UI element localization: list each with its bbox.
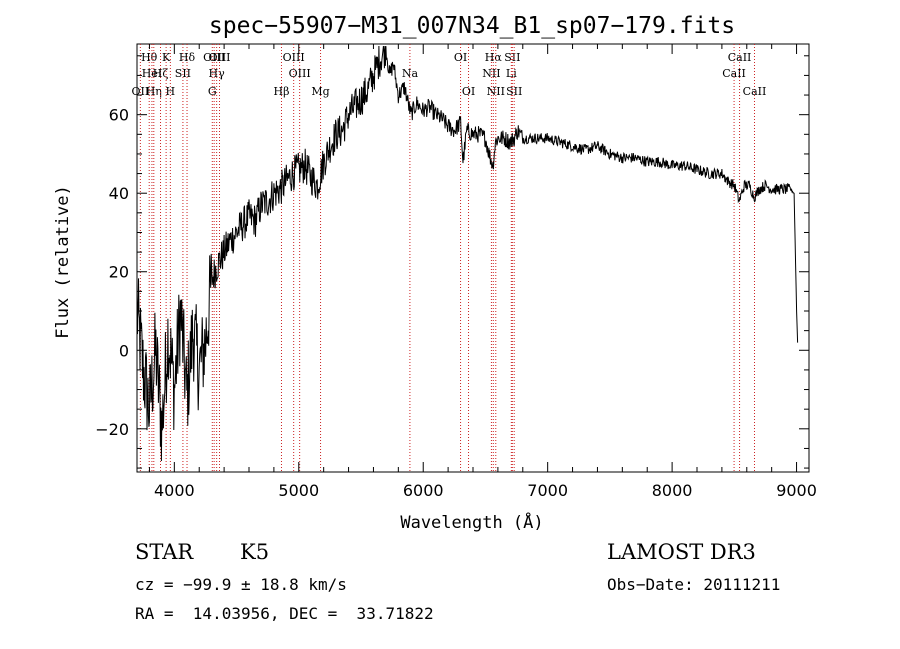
y-tick-label: −20	[95, 420, 129, 439]
redshift-velocity: cz = −99.9 ± 18.8 km/s	[135, 575, 347, 594]
spectral-line-label: CaII	[743, 85, 767, 98]
spectral-line-label: Hγ	[209, 67, 226, 80]
y-tick-label: 40	[109, 184, 129, 203]
x-tick-label: 6000	[403, 481, 444, 500]
spectral-line-label: SII	[506, 85, 522, 98]
spectral-line-label: NII	[482, 67, 500, 80]
x-tick-label: 4000	[154, 481, 195, 500]
spectral-line-label: SII	[175, 67, 191, 80]
spectral-line-label: Hη	[146, 85, 162, 98]
spectral-line-label: Hβ	[274, 85, 290, 98]
spectral-line-label: Hζ	[153, 67, 169, 80]
spectrum-line	[136, 45, 799, 462]
spectral-line-label: OIII	[203, 51, 225, 64]
spectral-line-label: Hδ	[179, 51, 196, 64]
x-tick-label: 7000	[527, 481, 568, 500]
spectral-line-label: CaII	[728, 51, 752, 64]
spectral-line-label: OIII	[289, 67, 311, 80]
spectral-line-label: OII	[132, 85, 150, 98]
spectral-line-label: Hθ	[141, 51, 158, 64]
spectral-line-label: Li	[506, 67, 517, 80]
spectral-line-label: SII	[504, 51, 520, 64]
spectral-line-label: OI	[454, 51, 467, 64]
y-tick-label: 20	[109, 263, 129, 282]
y-tick-label: 60	[109, 106, 129, 125]
object-class: STAR	[135, 540, 194, 564]
observation-date: Obs−Date: 20111211	[607, 575, 781, 594]
spectral-line-label: OIII	[208, 51, 230, 64]
chart-title: spec−55907−M31_007N34_B1_sp07−179.fits	[209, 13, 735, 39]
y-tick-label: 0	[119, 341, 129, 360]
plot-frame	[136, 43, 810, 473]
spectral-line-label: OI	[462, 85, 475, 98]
spectral-line-label: G	[208, 85, 217, 98]
survey-name: LAMOST DR3	[607, 540, 756, 564]
spectral-line-label: OIII	[283, 51, 305, 64]
spectral-line-label: Na	[402, 67, 419, 80]
spectral-line-label: CaII	[722, 67, 746, 80]
spectral-line-label: K	[162, 51, 171, 64]
x-tick-label: 5000	[278, 481, 319, 500]
spectral-line-label: NII	[487, 85, 505, 98]
coordinates: RA = 14.03956, DEC = 33.71822	[135, 604, 434, 623]
spectral-line-label: HeI	[142, 67, 162, 80]
y-axis: −20 0 20 40 60	[95, 55, 809, 469]
x-axis: 4000 5000 6000 7000 8000 9000	[148, 44, 817, 500]
spectral-line-label: Mg	[311, 85, 329, 98]
spectral-line-label: Hα	[485, 51, 503, 64]
x-axis-label: Wavelength (Å)	[400, 511, 543, 533]
spectral-line-label: H	[166, 85, 176, 98]
object-subclass: K5	[240, 540, 270, 564]
y-axis-label: Flux (relative)	[53, 185, 73, 339]
x-tick-label: 8000	[652, 481, 693, 500]
x-tick-label: 9000	[776, 481, 817, 500]
